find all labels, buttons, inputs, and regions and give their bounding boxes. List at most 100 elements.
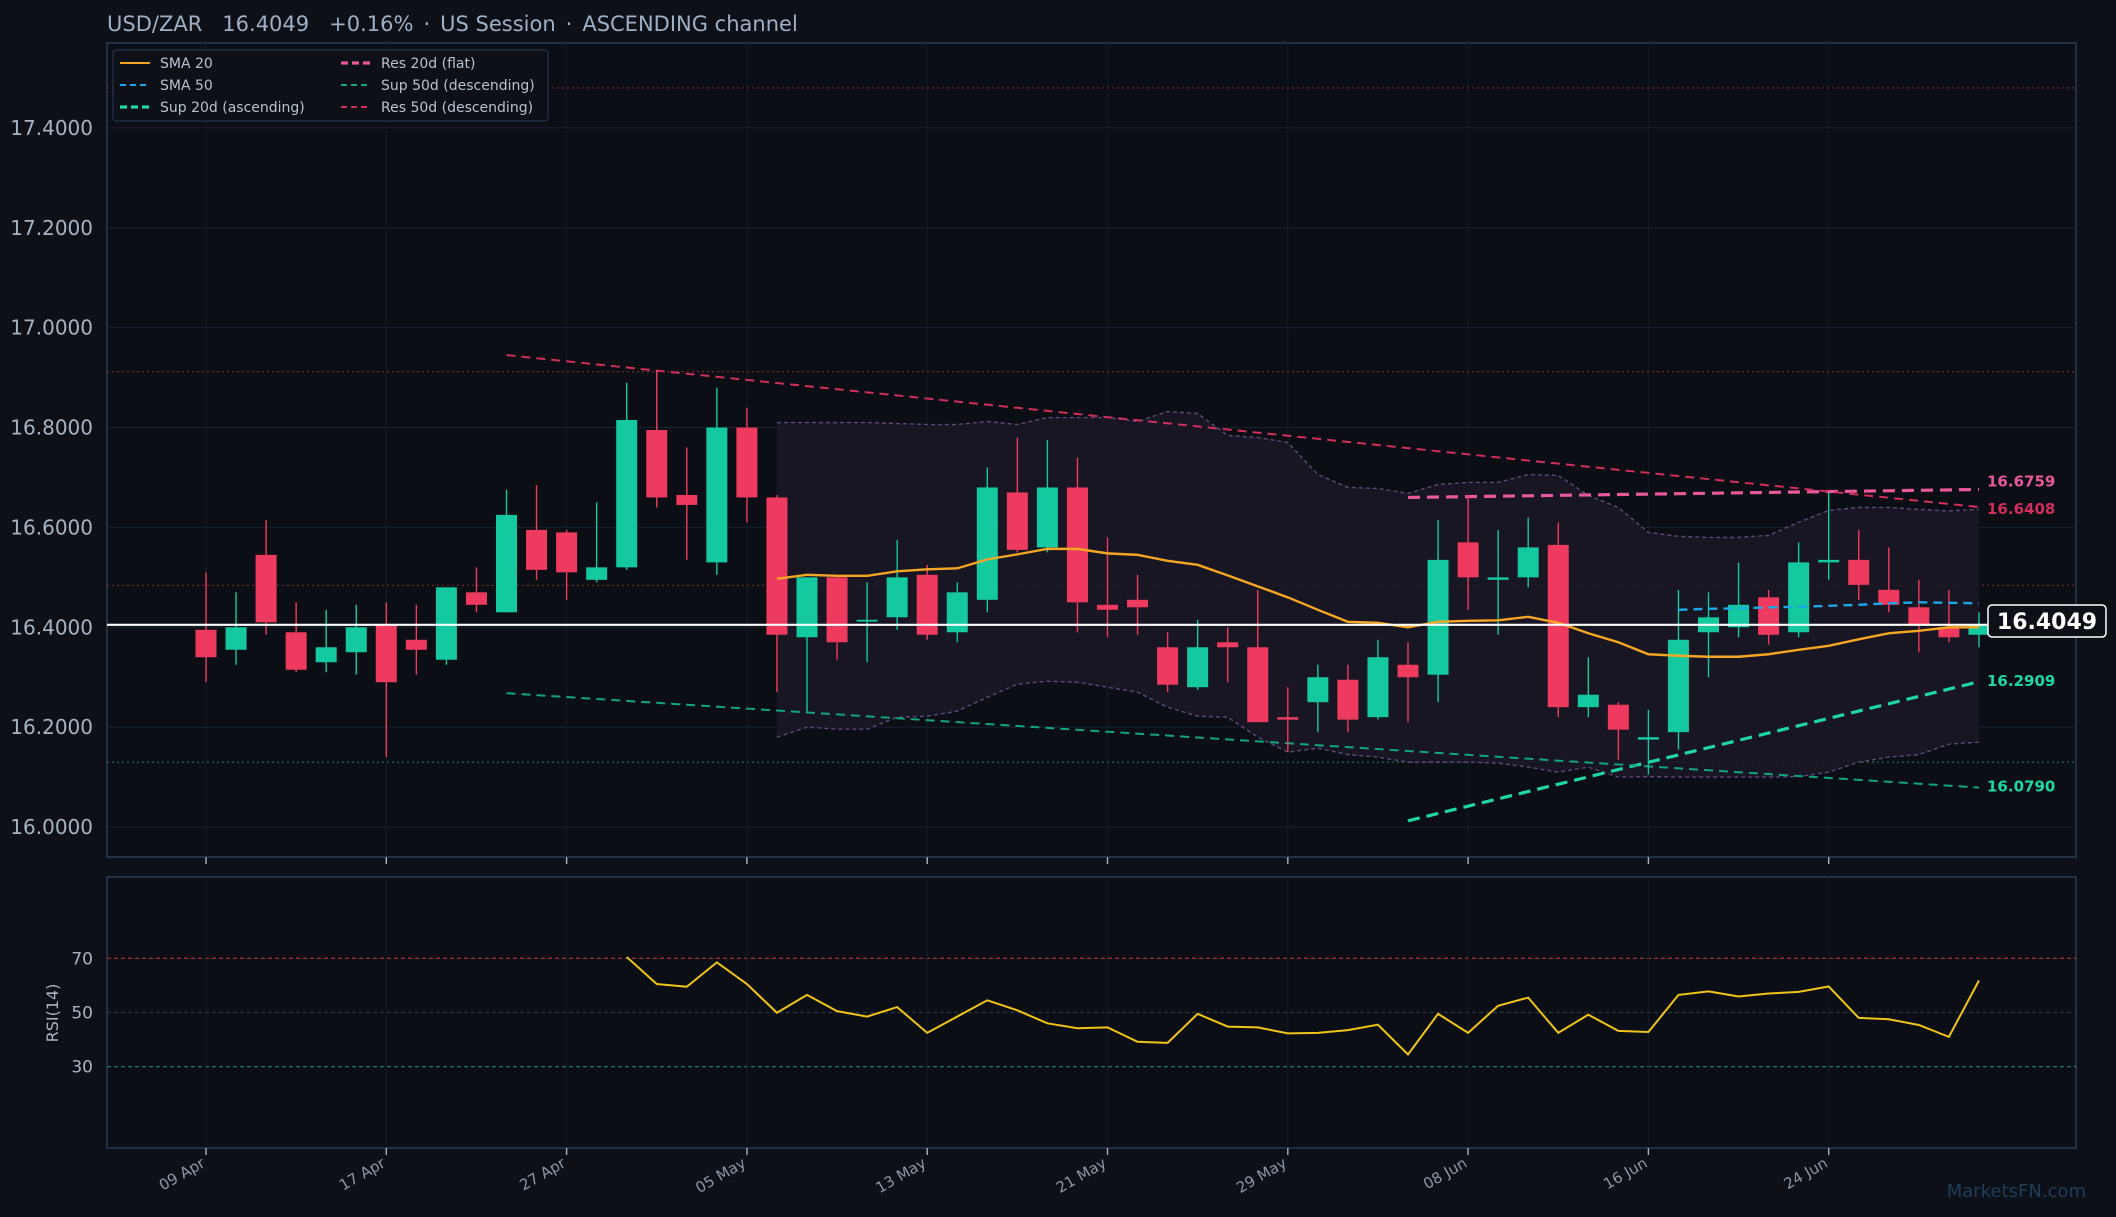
candle-body [435, 587, 457, 660]
title-price: 16.4049 [222, 12, 309, 36]
candle-body [1487, 577, 1509, 580]
candle [1968, 612, 1990, 648]
title-channel: ASCENDING channel [582, 12, 797, 36]
candle [856, 582, 878, 663]
candle-body [1758, 597, 1780, 635]
trendline [506, 354, 1980, 509]
candle-body [405, 639, 427, 650]
upper-band [776, 410, 1979, 539]
candle-body [1307, 677, 1329, 703]
candle [1487, 529, 1509, 635]
candle [285, 602, 307, 673]
title-symbol: USD/ZAR [107, 12, 202, 36]
candle-body [1788, 562, 1810, 633]
candle-body [856, 619, 878, 622]
candle-body [225, 627, 247, 650]
candle [1908, 579, 1930, 653]
moving-averages [776, 547, 1979, 658]
price-tick-label: 16.2000 [10, 715, 93, 739]
candle-body [616, 420, 638, 568]
candle [1337, 664, 1359, 733]
candle-body [1878, 589, 1900, 605]
rsi-tick-label: 50 [71, 1004, 93, 1024]
candle [1938, 589, 1960, 643]
title-session: US Session [440, 12, 556, 36]
candle [1607, 702, 1629, 760]
candlesticks [195, 370, 1990, 775]
candle [375, 602, 397, 758]
price-tick-label: 17.4000 [10, 116, 93, 140]
candle [1878, 547, 1900, 613]
candle-body [255, 554, 277, 623]
candle [1036, 440, 1058, 553]
candle [826, 574, 848, 660]
candle [976, 467, 998, 613]
legend-label: Res 50d (descending) [381, 100, 533, 116]
candle [1667, 589, 1689, 750]
candle-body [736, 427, 758, 498]
price-tick-label: 16.6000 [10, 515, 93, 539]
candle-body [1728, 604, 1750, 628]
rsi-polyline [626, 956, 1980, 1057]
candle-body [1277, 717, 1299, 720]
candle-body [1337, 679, 1359, 720]
candle [345, 604, 367, 675]
candle [886, 539, 908, 630]
candle-body [1818, 559, 1840, 563]
candle [1187, 619, 1209, 690]
candle [676, 447, 698, 560]
level-tags: 16.6759 16.6408 16.2909 16.0790 [1987, 473, 2055, 796]
candle [796, 577, 818, 713]
candle [1367, 639, 1389, 720]
trendline [1407, 487, 1979, 500]
candle-body [496, 514, 517, 613]
candle [1637, 709, 1659, 775]
candle [1517, 517, 1539, 588]
candle-body [1187, 647, 1209, 688]
legend-label: Sup 20d (ascending) [160, 100, 305, 116]
price-tick-label: 16.4000 [10, 615, 93, 639]
candle [1217, 627, 1239, 683]
candle-body [1066, 487, 1088, 603]
candle [1157, 632, 1179, 693]
rsi-axis-label: RSI(14) [43, 984, 62, 1043]
candle-body [916, 574, 938, 635]
candle-body [1577, 694, 1599, 708]
trendline [1407, 680, 1980, 823]
candle [315, 609, 337, 673]
level-tag: 16.6759 [1987, 473, 2055, 491]
price-tick-label: 17.2000 [10, 216, 93, 240]
candle-body [1157, 647, 1179, 685]
legend-label: SMA 20 [160, 56, 213, 72]
candle-body [1247, 647, 1269, 723]
candle-body [646, 430, 668, 498]
candle [496, 489, 517, 613]
candle-body [1938, 627, 1960, 638]
candle-body [1427, 559, 1449, 675]
candle-body [465, 592, 487, 605]
candle [616, 382, 638, 570]
level-tag: 16.2909 [1987, 672, 2055, 690]
candle-body [1127, 599, 1149, 608]
candle [1006, 437, 1028, 553]
candle-body [1968, 624, 1990, 635]
sma50-line [1678, 601, 1979, 612]
candle [946, 582, 968, 643]
title-change: +0.16% [329, 12, 413, 36]
candle-body [285, 632, 307, 670]
candle-body [1547, 544, 1569, 708]
candle-body [1217, 642, 1239, 648]
rsi-tick-label: 30 [71, 1058, 93, 1078]
candle-body [1908, 607, 1930, 625]
candle-body [826, 577, 848, 643]
current-price-tag: 16.4049 [1987, 604, 2107, 638]
candle [766, 494, 788, 693]
legend-box [112, 49, 549, 122]
candle-body [1457, 542, 1479, 578]
candle-body [1097, 604, 1118, 610]
candle [225, 592, 247, 665]
candle [1848, 529, 1870, 600]
price-tag-text: 16.4049 [1997, 610, 2097, 635]
candle-body [1848, 559, 1870, 585]
